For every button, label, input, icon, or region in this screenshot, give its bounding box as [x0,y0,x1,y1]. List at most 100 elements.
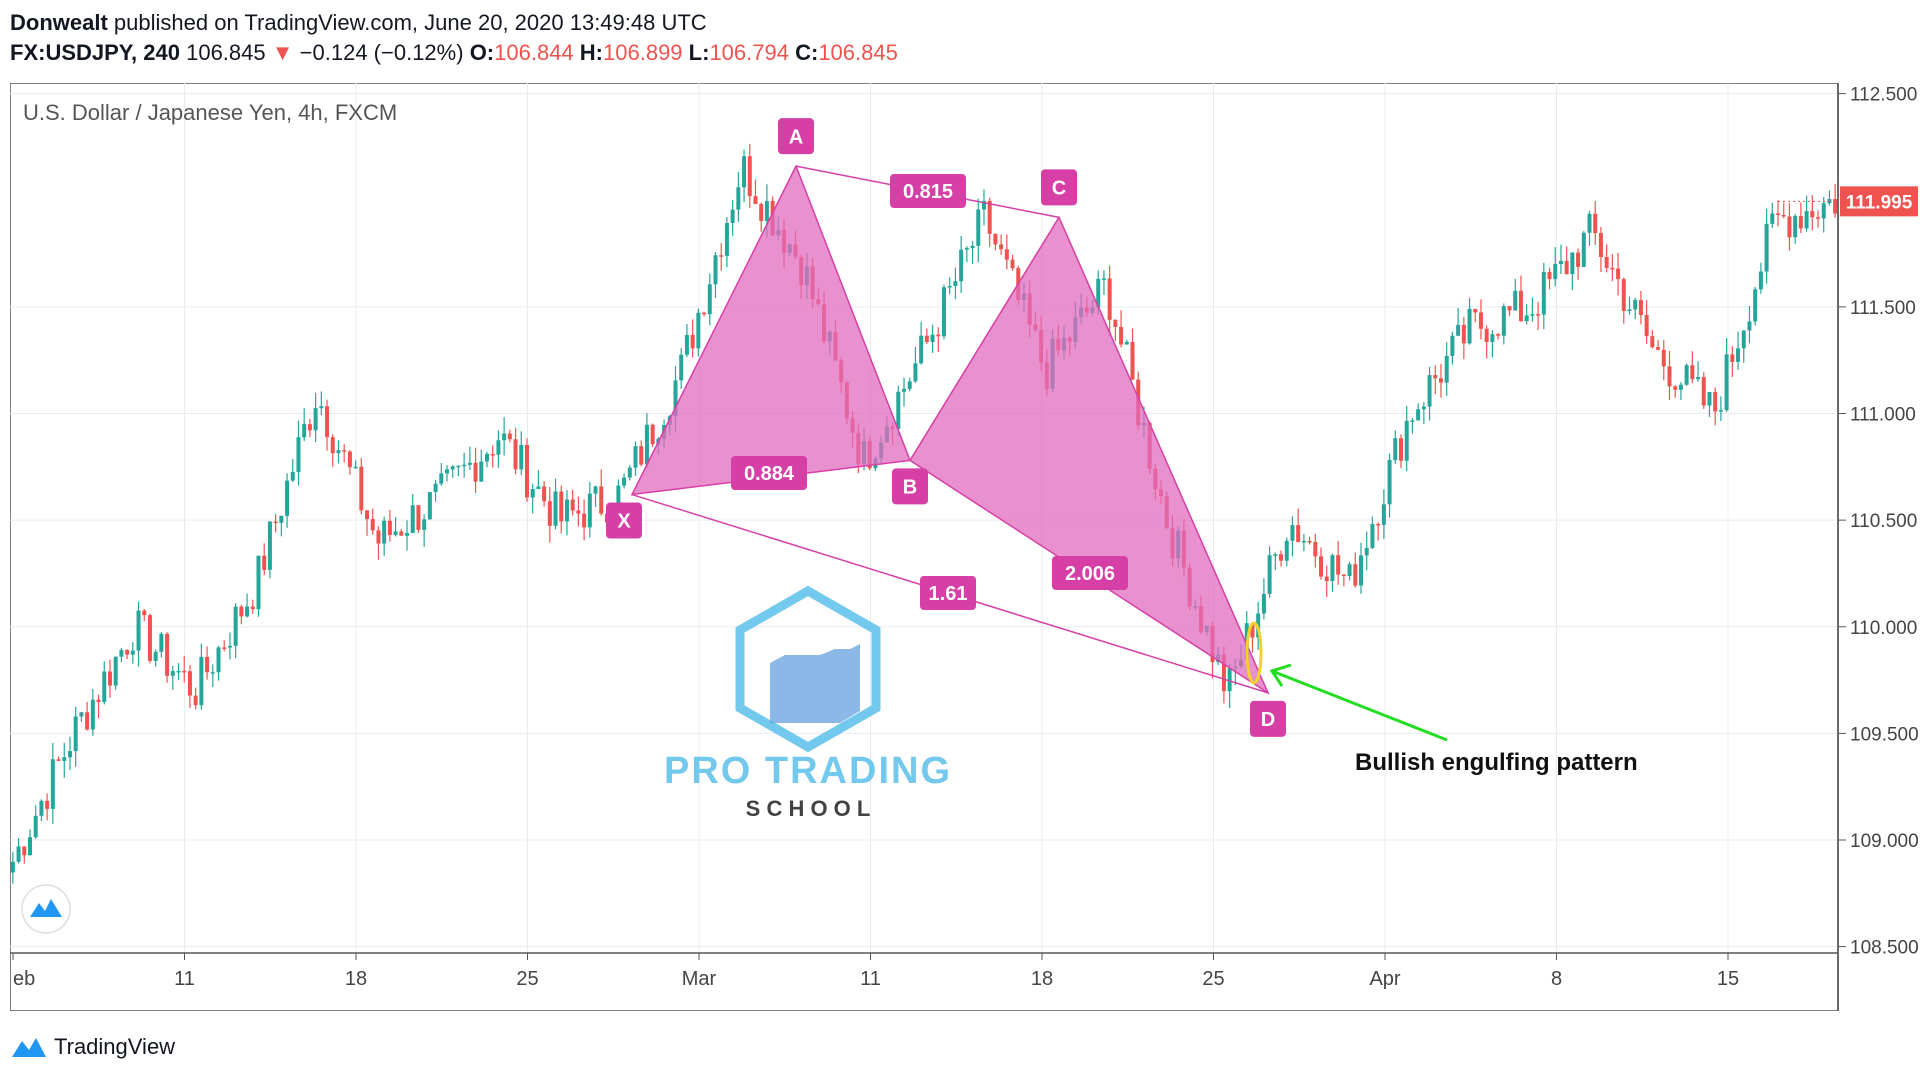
candle-body [1496,334,1501,336]
x-tick-label: 25 [516,968,538,990]
candle-body [959,249,964,282]
x-tick-label: 18 [345,968,367,990]
candle-body [27,837,32,856]
candle-body [1130,341,1135,380]
candle-body [696,312,701,349]
candle-body [1816,217,1821,219]
point-label-x: X [617,511,631,533]
candle-body [1718,410,1723,412]
candle-body [747,156,752,197]
candle-body [1638,300,1643,315]
candle-body [730,209,735,223]
x-tick-label: Apr [1369,968,1400,990]
point-label-b-box [892,468,928,505]
candle-body [153,651,158,661]
candle-body [713,255,718,285]
y-tick-label: 109.500 [1850,724,1918,745]
candle-body [1604,256,1609,268]
candle-body [650,424,655,445]
x-tick-label: 11 [860,968,881,990]
candle-body [570,499,575,511]
candle-body [313,408,318,431]
point-label-a-box [778,118,814,155]
candle-body [936,334,941,337]
candle-body [1656,347,1661,350]
candle-body [1627,309,1632,311]
x-tick-label: 8 [1551,968,1562,990]
candle-body [1518,290,1523,322]
last-price: 106.845 [186,40,266,65]
price-chart[interactable]: PRO TRADING S C H O O L X A B C D 0.884 0.815 2… [9,82,1919,1012]
candle-body [142,610,147,616]
candle-body [753,196,758,205]
candle-body [193,695,198,706]
candle-body [1010,259,1015,269]
candle-body [130,650,135,655]
candle-body [473,462,478,482]
low-value: 106.794 [709,40,789,65]
candle-body [1273,554,1278,556]
tradingview-badge[interactable] [21,884,71,934]
candle-body [1113,319,1118,328]
candle-body [1438,378,1443,383]
candle-body [462,464,467,467]
candle-body [576,510,581,514]
tradingview-logo-icon [30,899,62,917]
candle-body [1696,377,1701,380]
annotation-arrowhead [1269,663,1292,687]
annotation-label: Bullish engulfing pattern [1355,749,1638,776]
candle-body [393,531,398,535]
x-tick-label: Mar [682,968,717,990]
point-label-x-box [606,502,642,539]
candle-body [342,450,347,452]
candle-body [1781,214,1786,217]
candle-body [1370,524,1375,548]
open-value: 106.844 [494,40,574,65]
author-name[interactable]: Donwealt [10,10,108,35]
engulfing-highlight [1245,621,1263,685]
candle-body [1387,460,1392,505]
candle-body [1684,365,1689,385]
candle-body [1798,216,1803,229]
ratio-label-bd-box [1052,556,1128,590]
tradingview-logo-icon[interactable] [10,1033,48,1061]
candle-body [416,505,421,530]
footer-brand[interactable]: TradingView [54,1034,176,1059]
candle-body [1301,540,1306,543]
ratio-label-xb: 0.884 [744,463,795,485]
candle-body [370,519,375,531]
plot-area[interactable] [9,82,1839,1012]
candle-body [227,645,232,648]
candle-body [222,647,227,649]
point-label-c: C [1052,178,1066,200]
candle-body [1467,308,1472,344]
candle-body [1753,289,1758,322]
candle-body [564,499,569,522]
candle-body [1004,249,1009,260]
candle-body [325,406,330,438]
chart-frame[interactable]: PRO TRADING S C H O O L X A B C D 0.884 0.815 2… [9,82,1919,1012]
x-tick-label: eb [13,968,35,990]
candle-body [1336,555,1341,575]
candle-body [233,606,238,646]
price-change: −0.124 (−0.12%) [299,40,464,65]
candle-body [616,485,621,514]
candle-body [742,156,747,188]
candle-body [1776,213,1781,215]
candle-body [1724,354,1729,411]
candle-body [1593,213,1598,234]
high-value: 106.899 [603,40,683,65]
candle-body [1507,306,1512,311]
candle-body [296,437,301,473]
candle-body [1587,213,1592,233]
ratio-label-xb-box [731,456,807,490]
candle-body [330,437,335,454]
candle-body [125,650,130,655]
high-label: H: [579,40,604,65]
candle-body [359,466,364,511]
candle-body [644,424,649,465]
candle-body [56,759,61,761]
candle-body [290,472,295,481]
candle-body [439,473,444,484]
candle-body [690,334,695,349]
